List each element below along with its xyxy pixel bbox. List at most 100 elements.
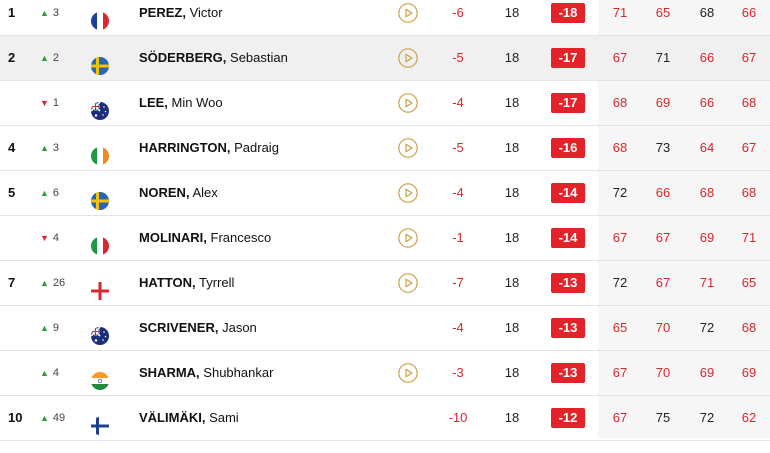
play-video-icon[interactable]: [398, 273, 418, 293]
round-4-score: 67: [741, 50, 757, 65]
movement-value: 3: [52, 142, 60, 154]
round-3-score: 68: [699, 5, 715, 20]
leaderboard-row[interactable]: ▼ 1 LEE, Min Woo -4 18 -17 68 69 66 68: [0, 81, 770, 126]
today-score: -10: [448, 410, 468, 425]
round-4-score: 68: [741, 185, 757, 200]
movement-value: 3: [52, 7, 60, 19]
today-score: -4: [452, 95, 464, 110]
player-first-name: Min Woo: [171, 95, 223, 110]
today-score: -1: [452, 230, 464, 245]
leaderboard-row[interactable]: 7 ▲ 26 HATTON, Tyrrell -7 18 -13 72 67 71 65: [0, 261, 770, 306]
player-name[interactable]: VÄLIMÄKI, Sami: [139, 396, 239, 440]
position: 4: [8, 140, 16, 155]
movement-value: 4: [52, 367, 60, 379]
holes-thru: 18: [504, 365, 520, 380]
player-name[interactable]: HARRINGTON, Padraig: [139, 126, 279, 170]
holes-thru: 18: [504, 5, 520, 20]
arrow-up-icon: ▲: [40, 143, 49, 153]
round-1-score: 71: [612, 5, 628, 20]
france-flag-icon: [91, 4, 109, 30]
player-first-name: Padraig: [234, 140, 279, 155]
round-4-score: 69: [741, 365, 757, 380]
movement-value: 6: [52, 187, 60, 199]
leaderboard-row[interactable]: 10 ▲ 49 VÄLIMÄKI, Sami -10 18 -12 67 75 72 62: [0, 396, 770, 441]
play-video-icon[interactable]: [398, 138, 418, 158]
holes-thru: 18: [504, 185, 520, 200]
today-score: -7: [452, 275, 464, 290]
round-1-score: 72: [612, 185, 628, 200]
leaderboard-row[interactable]: 4 ▲ 3 HARRINGTON, Padraig -5 18 -16 68 73 64 67: [0, 126, 770, 171]
round-2-score: 75: [655, 410, 671, 425]
position-movement: ▼ 1: [40, 81, 80, 125]
round-3-score: 72: [699, 320, 715, 335]
total-score-badge: -13: [551, 273, 585, 293]
round-3-score: 68: [699, 185, 715, 200]
play-video-icon[interactable]: [398, 363, 418, 383]
holes-thru: 18: [504, 95, 520, 110]
round-1-score: 68: [612, 95, 628, 110]
position: 10: [8, 410, 23, 425]
leaderboard-row[interactable]: 1 ▲ 3 PEREZ, Victor -6 18 -18 71 65 68 66: [0, 0, 770, 36]
australia-flag-icon: [91, 319, 109, 345]
player-last-name: SCRIVENER,: [139, 320, 219, 335]
movement-value: 2: [52, 52, 60, 64]
round-1-score: 67: [612, 365, 628, 380]
round-3-score: 72: [699, 410, 715, 425]
player-name[interactable]: SHARMA, Shubhankar: [139, 351, 273, 395]
player-name[interactable]: PEREZ, Victor: [139, 0, 223, 35]
position: [8, 351, 32, 395]
player-first-name: Sebastian: [230, 50, 288, 65]
leaderboard-row[interactable]: ▼ 4 MOLINARI, Francesco -1 18 -14 67 67 69 71: [0, 216, 770, 261]
arrow-down-icon: ▼: [40, 233, 49, 243]
play-video-icon[interactable]: [398, 3, 418, 23]
round-2-score: 70: [655, 320, 671, 335]
player-last-name: HATTON,: [139, 275, 196, 290]
leaderboard-row[interactable]: ▲ 4 SHARMA, Shubhankar -3 18 -13 67 70 69 69: [0, 351, 770, 396]
total-score-badge: -16: [551, 138, 585, 158]
player-name[interactable]: HATTON, Tyrrell: [139, 261, 234, 305]
position-movement: ▲ 6: [40, 171, 80, 215]
round-3-score: 69: [699, 365, 715, 380]
play-video-icon[interactable]: [398, 93, 418, 113]
player-name[interactable]: LEE, Min Woo: [139, 81, 223, 125]
player-name[interactable]: SÖDERBERG, Sebastian: [139, 36, 288, 80]
arrow-up-icon: ▲: [40, 413, 49, 423]
position-movement: ▲ 2: [40, 36, 80, 80]
round-4-score: 68: [741, 95, 757, 110]
player-first-name: Jason: [222, 320, 257, 335]
holes-thru: 18: [504, 230, 520, 245]
england-flag-icon: [91, 274, 109, 300]
round-3-score: 66: [699, 50, 715, 65]
round-2-score: 73: [655, 140, 671, 155]
position-movement: ▲ 3: [40, 126, 80, 170]
position-movement: ▲ 26: [40, 261, 80, 305]
arrow-up-icon: ▲: [40, 53, 49, 63]
player-name[interactable]: NOREN, Alex: [139, 171, 218, 215]
india-flag-icon: [91, 364, 109, 390]
round-1-score: 67: [612, 50, 628, 65]
round-4-score: 67: [741, 140, 757, 155]
position: 1: [8, 5, 16, 20]
player-name[interactable]: MOLINARI, Francesco: [139, 216, 271, 260]
play-video-icon[interactable]: [398, 183, 418, 203]
player-first-name: Alex: [192, 185, 218, 200]
sweden-flag-icon: [91, 49, 109, 75]
today-score: -5: [452, 50, 464, 65]
position: [8, 216, 32, 260]
holes-thru: 18: [504, 320, 520, 335]
player-last-name: MOLINARI,: [139, 230, 207, 245]
holes-thru: 18: [504, 410, 520, 425]
leaderboard-row[interactable]: 2 ▲ 2 SÖDERBERG, Sebastian -5 18 -17 67 71 66 67: [0, 36, 770, 81]
arrow-up-icon: ▲: [40, 8, 49, 18]
leaderboard-row[interactable]: ▲ 9 SCRIVENER, Jason -4 18 -13 65 70 72 68: [0, 306, 770, 351]
player-name[interactable]: SCRIVENER, Jason: [139, 306, 257, 350]
position-movement: ▼ 4: [40, 216, 80, 260]
total-score-badge: -13: [551, 318, 585, 338]
leaderboard-row[interactable]: 5 ▲ 6 NOREN, Alex -4 18 -14 72 66 68 68: [0, 171, 770, 216]
play-video-icon[interactable]: [398, 228, 418, 248]
holes-thru: 18: [504, 140, 520, 155]
total-score-badge: -18: [551, 3, 585, 23]
play-video-icon[interactable]: [398, 48, 418, 68]
round-3-score: 64: [699, 140, 715, 155]
today-score: -3: [452, 365, 464, 380]
